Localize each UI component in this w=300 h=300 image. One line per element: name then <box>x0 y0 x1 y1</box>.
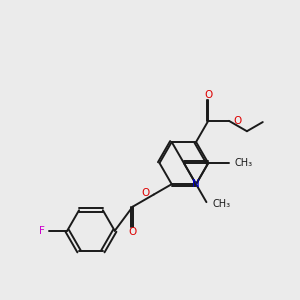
Text: O: O <box>141 188 150 198</box>
Text: O: O <box>128 227 137 238</box>
Text: F: F <box>40 226 45 236</box>
Text: O: O <box>204 90 212 100</box>
Text: O: O <box>233 116 242 126</box>
Text: CH₃: CH₃ <box>234 158 252 168</box>
Text: CH₃: CH₃ <box>213 199 231 208</box>
Text: N: N <box>192 179 200 189</box>
